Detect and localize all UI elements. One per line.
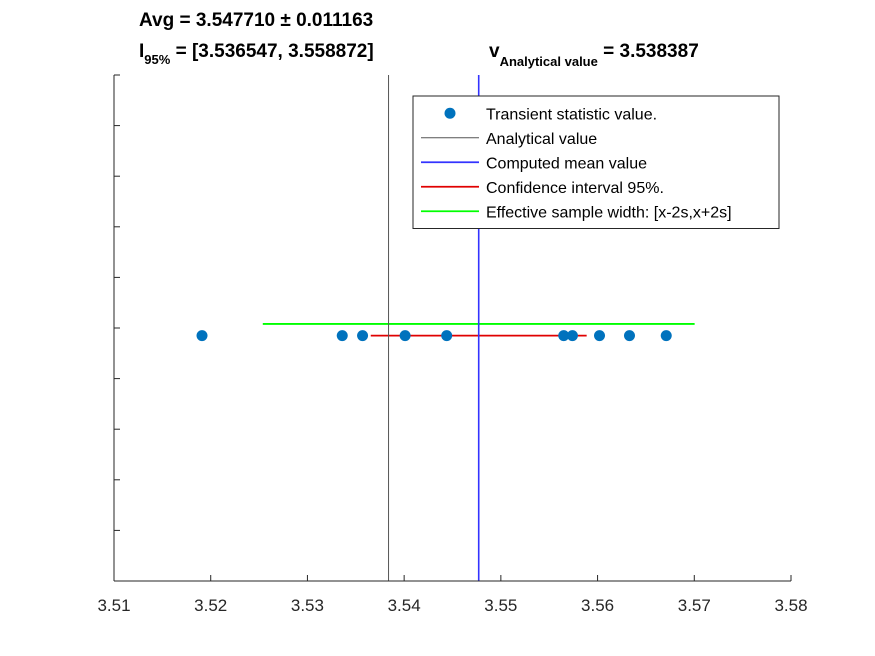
legend-entry-1: Analytical value (486, 131, 597, 148)
title-ci-subscript: 95% (144, 52, 170, 67)
legend-entry-0: Transient statistic value. (486, 106, 657, 123)
title-analytical-prefix: v (489, 41, 500, 62)
title-ci-prefix: I (139, 41, 144, 62)
x-tick-label-2: 3.53 (291, 596, 324, 615)
x-tick-label-6: 3.57 (678, 596, 711, 615)
x-tick-label-7: 3.58 (774, 596, 807, 615)
plot-area (196, 75, 695, 581)
legend-entry-4: Effective sample width: [x-2s,x+2s] (486, 204, 732, 221)
data-point-3 (399, 330, 411, 342)
title-analytical-value: = 3.538387 (598, 41, 699, 62)
data-point-8 (623, 330, 635, 342)
x-tick-label-1: 3.52 (194, 596, 227, 615)
data-point-7 (594, 330, 606, 342)
axes: 3.51 3.52 3.53 3.54 3.55 3.56 3.57 3.58 (97, 74, 808, 615)
data-point-6 (566, 330, 578, 342)
legend-marker-0 (444, 107, 456, 119)
data-point-0 (196, 330, 208, 342)
title-ci-value: = [3.536547, 3.558872] (170, 41, 373, 62)
x-tick-label-3: 3.54 (388, 596, 421, 615)
legend-entry-3: Confidence interval 95%. (486, 180, 664, 197)
x-tick-label-5: 3.56 (581, 596, 614, 615)
legend-entry-2: Computed mean value (486, 155, 647, 172)
title-ci: I95% = [3.536547, 3.558872] (139, 41, 374, 67)
data-point-1 (336, 330, 348, 342)
title-analytical-subscript: Analytical value (500, 54, 598, 69)
title-avg: Avg = 3.547710 ± 0.011163 (139, 10, 373, 31)
x-tick-label-0: 3.51 (97, 596, 130, 615)
data-point-4 (441, 330, 453, 342)
data-point-2 (357, 330, 369, 342)
data-point-9 (660, 330, 672, 342)
legend: Transient statistic value. Analytical val… (412, 95, 780, 229)
title-analytical: vAnalytical value = 3.538387 (489, 41, 699, 69)
x-tick-label-4: 3.55 (484, 596, 517, 615)
data-point-5 (558, 330, 570, 342)
